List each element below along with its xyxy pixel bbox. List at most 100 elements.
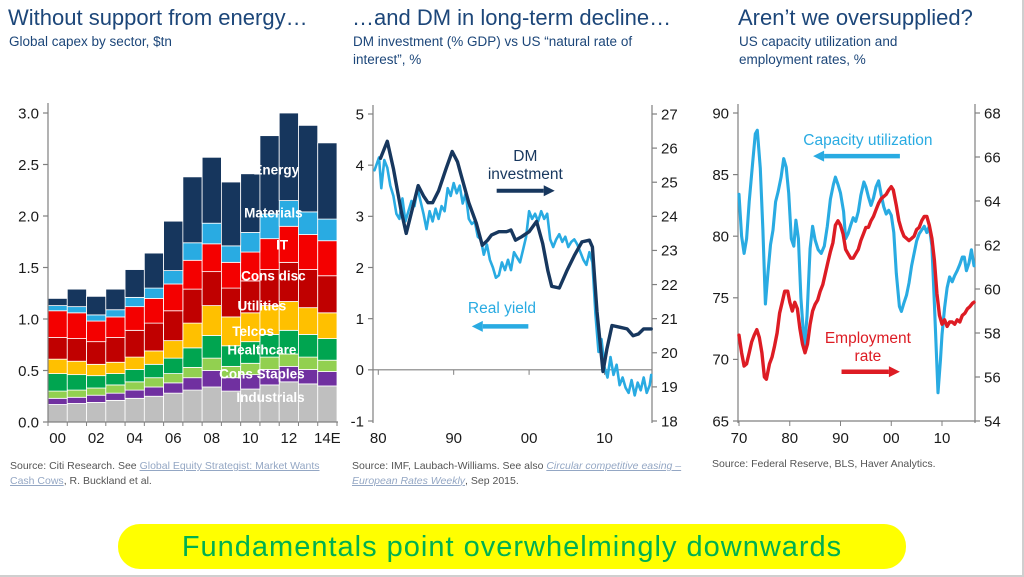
x-tick-label: 14E bbox=[314, 430, 341, 447]
y-tick-label: 1.0 bbox=[18, 311, 39, 328]
bar-segment-cons-disc bbox=[66, 338, 87, 362]
bar-segment-industrials bbox=[163, 392, 184, 423]
right-tick-label: 24 bbox=[661, 209, 678, 226]
bar-segment-industrials bbox=[66, 403, 87, 423]
x-tick-label: 02 bbox=[88, 430, 105, 447]
bar-segment-materials bbox=[182, 242, 203, 261]
bar-segment-cons-disc bbox=[163, 310, 184, 342]
bar-segment-cons-disc bbox=[105, 337, 126, 363]
y-tick-label: 1.5 bbox=[18, 260, 39, 277]
y-tick-label: 2.0 bbox=[18, 208, 39, 225]
left-tick-label: 65 bbox=[712, 413, 729, 430]
y-tick-label: 0.5 bbox=[18, 363, 39, 380]
panel3-title: Aren’t we oversupplied? bbox=[738, 5, 973, 30]
bar-segment-telcos bbox=[298, 334, 319, 358]
conclusion-banner: Fundamentals point overwhelmingly downwa… bbox=[118, 524, 906, 569]
bar-segment-cons-staples bbox=[124, 389, 145, 399]
panel1-subtitle: Global capex by sector, $tn bbox=[9, 34, 172, 49]
bar-segment-healthcare bbox=[47, 390, 68, 399]
left-tick-label: 5 bbox=[356, 106, 364, 123]
bar-segment-telcos bbox=[47, 373, 68, 392]
bar-segment-cons-staples bbox=[182, 377, 203, 391]
bar-segment-healthcare bbox=[317, 359, 338, 372]
bar-segment-telcos bbox=[163, 357, 184, 374]
series-line-dm-investment bbox=[378, 139, 653, 374]
bar-segment-cons-staples bbox=[86, 394, 107, 403]
capex-stacked-bar-chart: 0.0 0.5 1.0 1.5 2.0 2.5 3.0 00 02 04 06 08 10 12 14E En… bbox=[18, 103, 341, 447]
panel1-title: Without support from energy… bbox=[8, 5, 308, 30]
bar-segment-materials bbox=[317, 218, 338, 242]
bar-segment-healthcare bbox=[124, 381, 145, 391]
bar-segment-cons-staples bbox=[66, 396, 87, 404]
x-tick-label: 90 bbox=[832, 430, 849, 447]
left-tick-label: 1 bbox=[356, 311, 364, 328]
bar-segment-healthcare bbox=[163, 373, 184, 384]
x-tick-label: 00 bbox=[521, 430, 538, 447]
panel1-source: Source: Citi Research. See Global Equity… bbox=[10, 459, 340, 488]
annotation-employment: Employment bbox=[825, 330, 912, 347]
bar-segment-energy bbox=[240, 173, 261, 233]
sector-label-utilities: Utilities bbox=[237, 298, 286, 313]
bar-segment-it bbox=[124, 306, 145, 331]
right-tick-label: 25 bbox=[661, 174, 678, 191]
bar-segment-telcos bbox=[143, 363, 164, 379]
bar-segment-it bbox=[143, 297, 164, 324]
bar-segment-cons-disc bbox=[317, 275, 338, 314]
bar-segment-energy bbox=[220, 181, 242, 247]
x-tick-label: 10 bbox=[242, 430, 259, 447]
right-tick-label: 26 bbox=[661, 140, 678, 157]
bar-segment-it bbox=[47, 310, 68, 338]
panel2-source-link[interactable]: Circular competitive easing – European R… bbox=[352, 460, 682, 487]
bar-segment-utilities bbox=[163, 340, 184, 359]
bar-segment-energy bbox=[66, 288, 87, 308]
x-tick-label: 00 bbox=[883, 430, 900, 447]
bar-segment-industrials bbox=[317, 385, 338, 423]
bar-segment-energy bbox=[317, 142, 338, 220]
bar-segment-utilities bbox=[298, 307, 319, 335]
bar-segment-energy bbox=[105, 288, 126, 311]
bar-segment-energy bbox=[86, 295, 107, 316]
bar-segment-energy bbox=[47, 297, 68, 307]
bar-segment-it bbox=[298, 234, 319, 270]
right-tick-label: 21 bbox=[661, 311, 678, 328]
bar-segment-cons-disc bbox=[201, 271, 222, 307]
bar-segment-industrials bbox=[105, 399, 126, 423]
panel2-source-prefix: Source: IMF, Laubach-Williams. See also bbox=[352, 460, 547, 472]
bar-segment-utilities bbox=[105, 361, 126, 374]
left-tick-label: 75 bbox=[712, 290, 729, 307]
bar-segment-healthcare bbox=[86, 387, 107, 396]
bar-segment-telcos bbox=[317, 338, 338, 361]
left-tick-label: 85 bbox=[712, 167, 729, 184]
left-tick-label: 4 bbox=[356, 157, 364, 174]
right-tick-label: 66 bbox=[984, 149, 1001, 166]
bar-segment-it bbox=[163, 283, 184, 312]
bar-segment-telcos bbox=[182, 347, 203, 368]
left-tick-label: 80 bbox=[712, 228, 729, 245]
bar-segment-utilities bbox=[143, 350, 164, 365]
bar-segment-cons-staples bbox=[317, 371, 338, 387]
bar-segment-utilities bbox=[182, 322, 203, 349]
bar-segment-it bbox=[182, 259, 203, 290]
bar-segment-energy bbox=[278, 112, 299, 201]
bar-segment-materials bbox=[86, 314, 107, 322]
sector-label-cons-disc: Cons disc bbox=[241, 268, 306, 283]
bar-segment-industrials bbox=[47, 404, 68, 423]
annotation-dm: DM bbox=[513, 148, 537, 165]
panel3-subtitle: US capacity utilization and employment r… bbox=[739, 34, 898, 67]
bar-segment-industrials bbox=[124, 397, 145, 423]
bar-segment-it bbox=[317, 240, 338, 277]
bar-segment-energy bbox=[163, 220, 184, 271]
sector-label-materials: Materials bbox=[244, 206, 303, 221]
bar-segment-cons-disc bbox=[143, 322, 164, 352]
panel1-source-link[interactable]: Global Equity Strategist: Market Wants C… bbox=[10, 460, 320, 487]
x-tick-label: 90 bbox=[445, 430, 462, 447]
bar-segment-materials bbox=[240, 232, 261, 253]
annotation-capacity-utilization: Capacity utilization bbox=[803, 132, 932, 149]
bar-segment-cons-disc bbox=[124, 329, 145, 358]
left-tick-label: 3 bbox=[356, 209, 364, 226]
bar-segment-industrials bbox=[86, 402, 107, 423]
bar-segment-cons-disc bbox=[47, 337, 68, 360]
bar-segment-it bbox=[105, 316, 126, 338]
